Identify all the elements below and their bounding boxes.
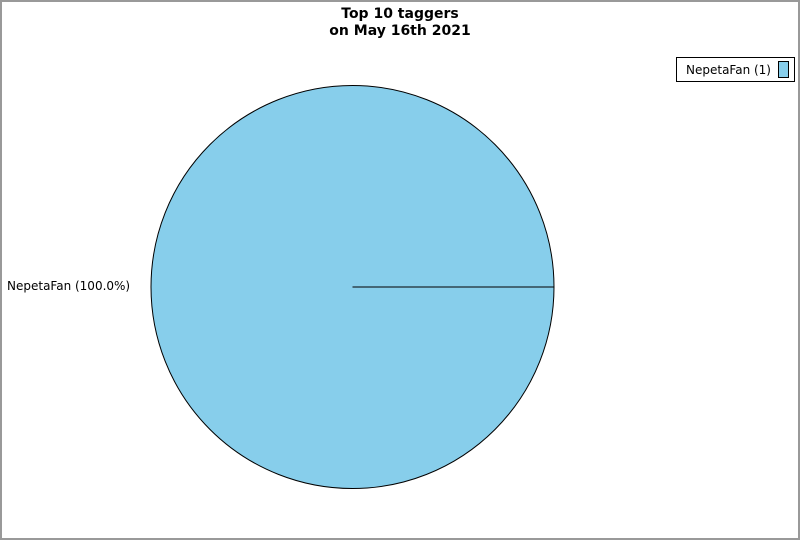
- chart-title-line2: on May 16th 2021: [329, 23, 471, 39]
- legend-entry-label: NepetaFan (1): [686, 62, 771, 77]
- legend-swatch-rect: [778, 61, 789, 78]
- chart-title-line1: Top 10 taggers: [341, 6, 459, 22]
- legend-swatch-icon: [778, 61, 789, 78]
- legend-entry: NepetaFan (1): [686, 61, 789, 78]
- chart-title: Top 10 taggers on May 16th 2021: [2, 6, 798, 40]
- legend-box: NepetaFan (1): [676, 57, 795, 82]
- pie-slice-label: NepetaFan (100.0%): [7, 279, 131, 293]
